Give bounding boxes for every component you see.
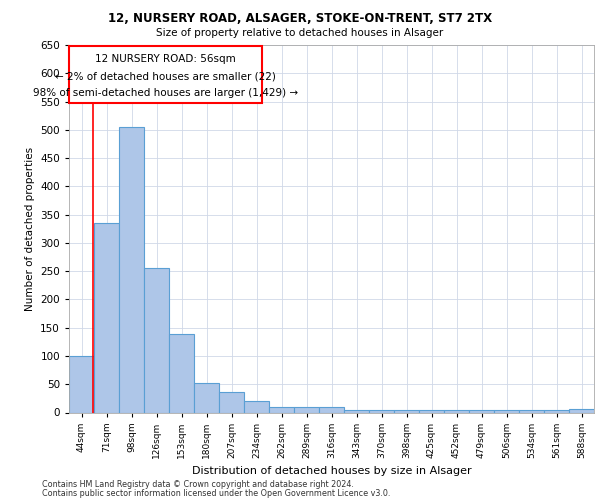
Bar: [344, 410, 369, 412]
Bar: [219, 392, 244, 412]
Bar: [169, 334, 194, 412]
Bar: [194, 382, 219, 412]
Bar: [519, 410, 544, 412]
Bar: [144, 268, 169, 412]
Bar: [419, 410, 444, 412]
Bar: [119, 127, 144, 412]
FancyBboxPatch shape: [69, 46, 262, 102]
Text: Contains HM Land Registry data © Crown copyright and database right 2024.: Contains HM Land Registry data © Crown c…: [42, 480, 354, 489]
Bar: [319, 407, 344, 412]
Text: 12, NURSERY ROAD, ALSAGER, STOKE-ON-TRENT, ST7 2TX: 12, NURSERY ROAD, ALSAGER, STOKE-ON-TREN…: [108, 12, 492, 26]
Bar: [494, 410, 519, 412]
Y-axis label: Number of detached properties: Number of detached properties: [25, 146, 35, 311]
Bar: [94, 223, 119, 412]
Bar: [569, 408, 594, 412]
X-axis label: Distribution of detached houses by size in Alsager: Distribution of detached houses by size …: [191, 466, 472, 476]
Bar: [444, 410, 469, 412]
Text: Contains public sector information licensed under the Open Government Licence v3: Contains public sector information licen…: [42, 488, 391, 498]
Bar: [394, 410, 419, 412]
Bar: [369, 410, 394, 412]
Bar: [69, 356, 94, 412]
Bar: [469, 410, 494, 412]
Bar: [544, 410, 569, 412]
Text: 12 NURSERY ROAD: 56sqm: 12 NURSERY ROAD: 56sqm: [95, 54, 236, 64]
Text: ← 2% of detached houses are smaller (22): ← 2% of detached houses are smaller (22): [55, 71, 275, 81]
Bar: [294, 407, 319, 412]
Bar: [269, 407, 294, 412]
Bar: [244, 400, 269, 412]
Text: Size of property relative to detached houses in Alsager: Size of property relative to detached ho…: [157, 28, 443, 38]
Text: 98% of semi-detached houses are larger (1,429) →: 98% of semi-detached houses are larger (…: [32, 88, 298, 98]
